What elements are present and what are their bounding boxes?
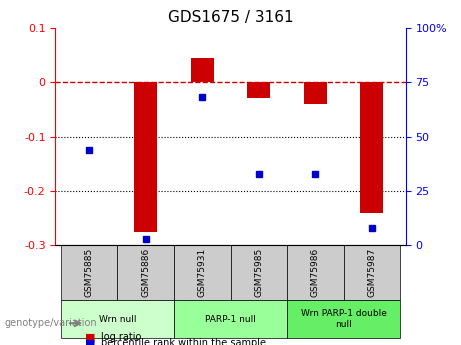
Text: GSM75886: GSM75886 [141, 248, 150, 297]
FancyBboxPatch shape [118, 246, 174, 300]
FancyBboxPatch shape [230, 246, 287, 300]
Bar [304, 82, 326, 104]
Text: Wrn null: Wrn null [99, 315, 136, 324]
FancyBboxPatch shape [61, 246, 118, 300]
Text: log ratio: log ratio [101, 333, 142, 342]
Text: genotype/variation: genotype/variation [5, 318, 97, 327]
Text: PARP-1 null: PARP-1 null [205, 315, 256, 324]
FancyBboxPatch shape [174, 300, 287, 338]
Text: GSM75985: GSM75985 [254, 248, 263, 297]
FancyBboxPatch shape [61, 300, 174, 338]
Title: GDS1675 / 3161: GDS1675 / 3161 [168, 10, 293, 25]
Text: GSM75931: GSM75931 [198, 248, 207, 297]
Bar [191, 58, 213, 82]
Text: GSM75987: GSM75987 [367, 248, 376, 297]
Text: GSM75986: GSM75986 [311, 248, 320, 297]
Bar [361, 82, 383, 213]
Text: GSM75885: GSM75885 [85, 248, 94, 297]
FancyBboxPatch shape [287, 246, 343, 300]
Text: Wrn PARP-1 double
null: Wrn PARP-1 double null [301, 309, 386, 329]
Text: ■: ■ [85, 333, 96, 342]
Bar [248, 82, 270, 98]
Text: percentile rank within the sample: percentile rank within the sample [101, 338, 266, 345]
FancyBboxPatch shape [174, 246, 230, 300]
Bar [135, 82, 157, 232]
Text: ■: ■ [85, 338, 96, 345]
FancyBboxPatch shape [287, 300, 400, 338]
FancyBboxPatch shape [343, 246, 400, 300]
